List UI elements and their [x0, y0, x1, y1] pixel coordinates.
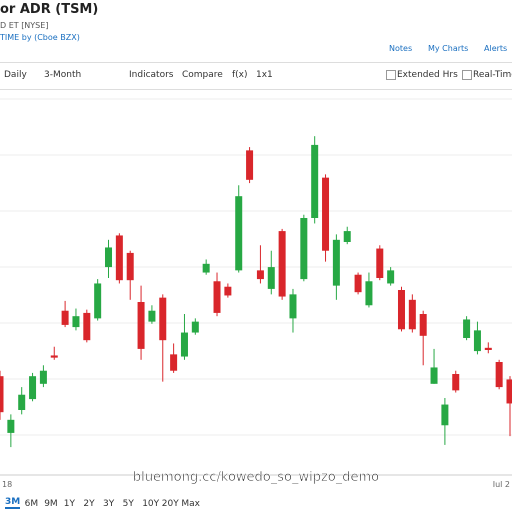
candle-body [473, 330, 481, 352]
notes-link[interactable]: Notes [389, 44, 413, 53]
my-charts-link[interactable]: My Charts [428, 44, 469, 53]
candle-body [332, 239, 340, 286]
candle-body [72, 316, 80, 328]
toolbar-item[interactable]: f(x) [232, 70, 248, 80]
candle-body [105, 247, 113, 268]
source: TIME by (Cboe BZX) [0, 33, 80, 42]
range-button[interactable]: 2Y [83, 499, 95, 509]
candle-body [452, 374, 460, 391]
toolbar: Daily 3-Month Indicators Compare f(x) 1x1 Exte… [0, 62, 512, 90]
candle-body [430, 367, 438, 384]
candle-body [137, 302, 145, 349]
range-button[interactable]: 6M [24, 499, 39, 509]
candle-body [61, 310, 69, 325]
candle-body [441, 404, 449, 426]
candle-body [256, 270, 264, 280]
checkbox-label[interactable]: Extended Hrs [397, 70, 458, 80]
range-button[interactable]: 10Y [142, 499, 160, 509]
range-button[interactable]: 5Y [122, 499, 134, 509]
candle-body [94, 283, 102, 319]
candle-body [191, 321, 199, 333]
toolbar-item[interactable]: 3-Month [44, 70, 82, 80]
title: or ADR (TSM) [0, 2, 99, 17]
candle-body [495, 362, 503, 388]
candle-body [267, 267, 275, 289]
exchange: D ET [NYSE] [0, 21, 49, 30]
candle-body [419, 314, 427, 336]
candle-body [246, 150, 254, 180]
candle-body [213, 281, 221, 313]
range-button[interactable]: 3M [5, 497, 21, 509]
candle-body [311, 144, 319, 218]
checkbox[interactable] [386, 70, 399, 82]
chart: 18 Jul 2 bluemong.cc/kowedo_so_wipzo_demo [0, 98, 512, 487]
candle-body [170, 354, 178, 371]
candle-body [224, 286, 232, 296]
candle-body [387, 270, 395, 284]
candle-body [180, 332, 188, 357]
toolbar-item[interactable]: Indicators [129, 70, 174, 80]
toolbar-item[interactable]: 1x1 [256, 70, 273, 80]
candle-body [343, 231, 351, 242]
x-tick-label: 18 [2, 480, 12, 487]
candle-body [376, 248, 384, 278]
candle-body [463, 319, 471, 338]
candle-body [115, 235, 123, 281]
candle-body [18, 394, 26, 410]
candle-body [159, 297, 167, 341]
candle-body [39, 370, 47, 384]
candle-body [300, 218, 308, 280]
candle-body [354, 274, 362, 293]
candle-body [50, 355, 58, 358]
candle-body [408, 299, 416, 330]
toolbar-item[interactable]: Daily [4, 70, 27, 80]
candle-body [29, 376, 37, 400]
checkbox-label[interactable]: Real-Time [473, 70, 512, 80]
range-button[interactable]: 1Y [63, 499, 76, 509]
range-button[interactable]: Max [181, 499, 200, 509]
range-button[interactable]: 9M [44, 499, 58, 509]
candle-body [126, 252, 134, 281]
checkbox[interactable] [462, 70, 475, 82]
range-button[interactable]: 20Y [161, 499, 179, 509]
alerts-link[interactable]: Alerts [484, 44, 508, 53]
candle-body [83, 312, 91, 341]
candle-body [148, 310, 156, 322]
watermark: bluemong.cc/kowedo_so_wipzo_demo [133, 470, 379, 485]
candle-body [365, 281, 373, 306]
range-button[interactable]: 3Y [103, 499, 115, 509]
candle-body [484, 347, 492, 350]
candle-body [0, 376, 4, 413]
x-tick-label: Jul 2 [492, 480, 510, 487]
toolbar-item[interactable]: Compare [182, 70, 223, 80]
candle-body [322, 177, 330, 251]
candle-body [289, 294, 297, 319]
candle-body [506, 379, 512, 404]
candle-body [202, 263, 210, 273]
candle-body [7, 419, 15, 433]
candle-body [235, 196, 243, 271]
candle-body [397, 290, 405, 330]
candle-body [278, 231, 286, 297]
